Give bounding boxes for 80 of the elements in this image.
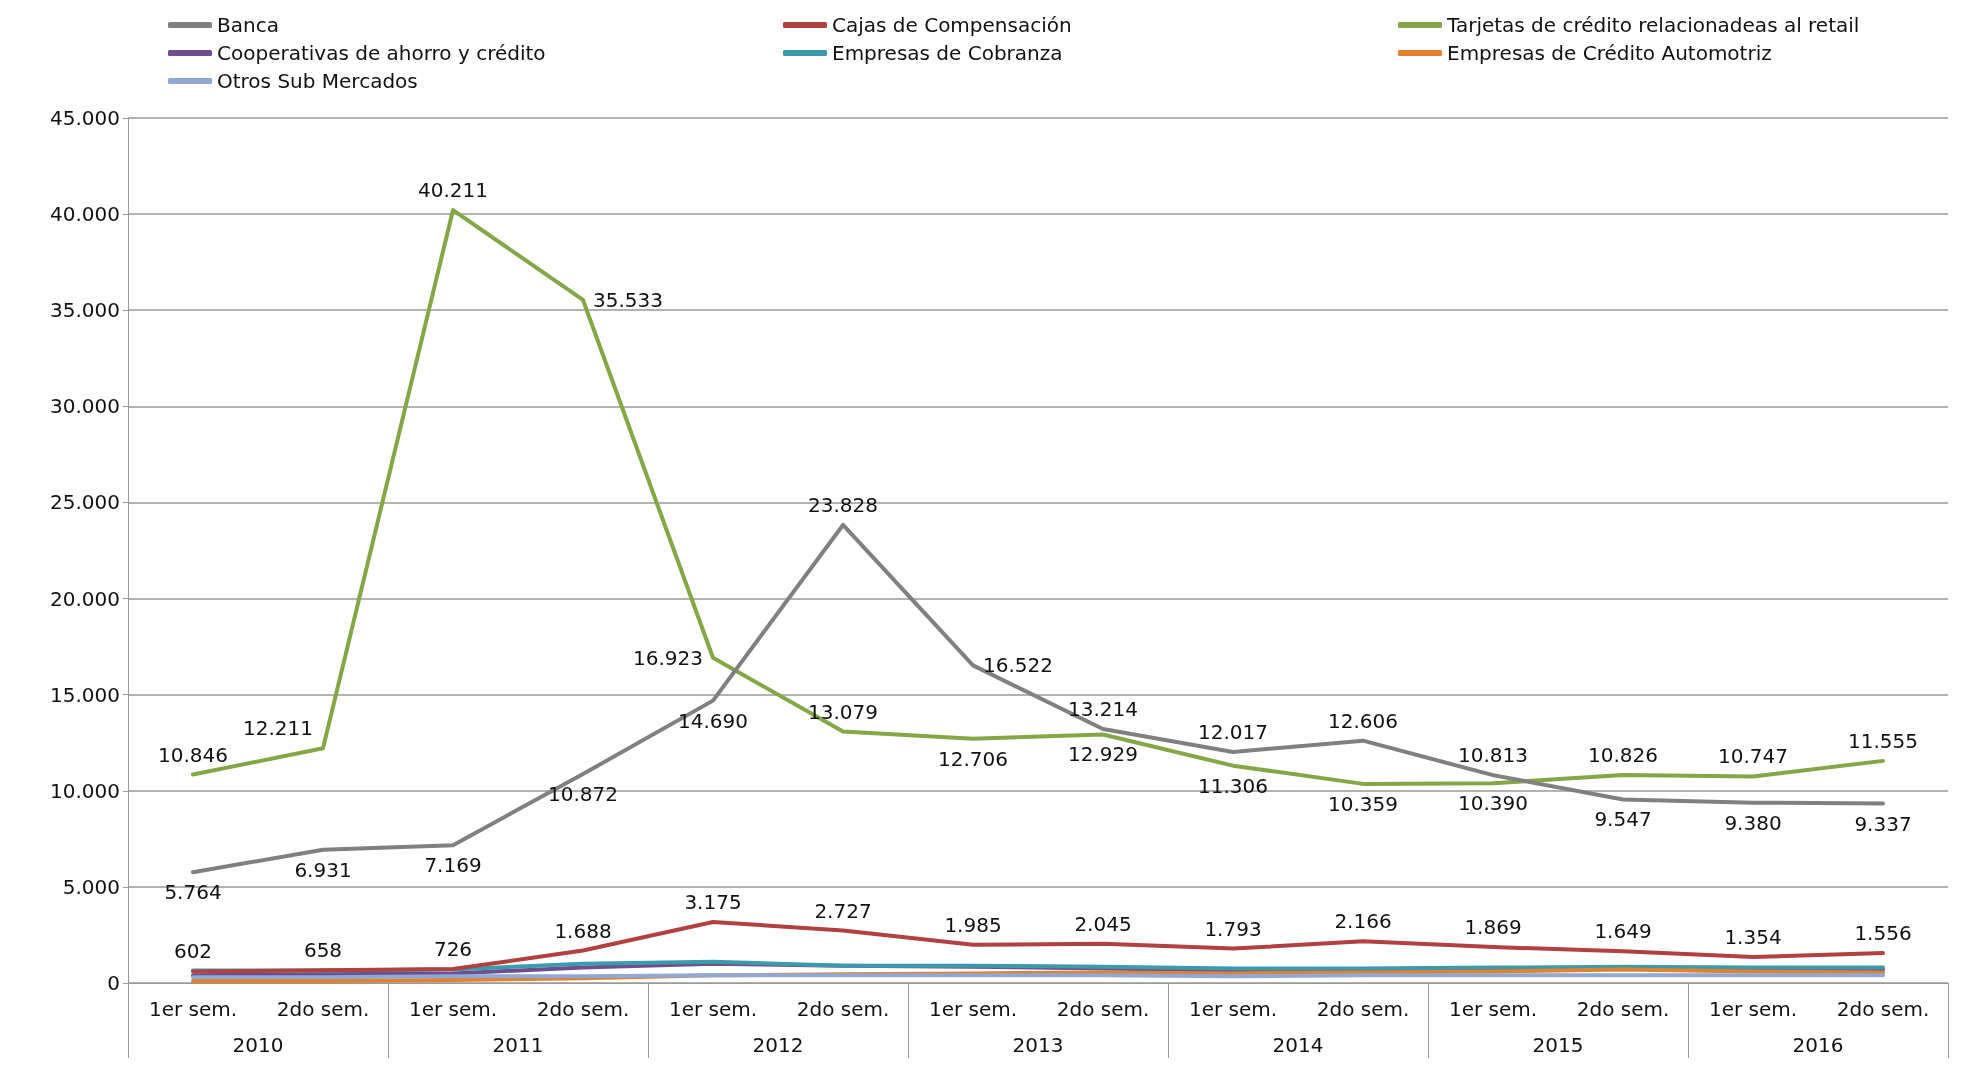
x-tick-label: 2do sem. xyxy=(536,997,630,1021)
y-tick-label: 40.000 xyxy=(50,202,120,227)
data-label: 9.337 xyxy=(1854,811,1912,836)
legend-label: Tarjetas de crédito relacionadeas al retail xyxy=(1446,13,1860,37)
data-label: 10.813 xyxy=(1458,743,1528,768)
data-label: 10.846 xyxy=(158,742,228,767)
x-tick-label: 1er sem. xyxy=(928,997,1018,1021)
text: 2014 xyxy=(1272,1033,1324,1057)
y-tick-label: 10.000 xyxy=(50,778,120,803)
data-label: 2.727 xyxy=(814,898,872,923)
data-label: 2.166 xyxy=(1334,909,1392,934)
data-label: 12.017 xyxy=(1198,720,1268,745)
x-tick-label: 2do sem. xyxy=(1836,997,1930,1021)
data-label: 10.747 xyxy=(1718,744,1788,769)
y-tick-label: 20.000 xyxy=(50,586,120,611)
y-tick-label: 30.000 xyxy=(50,394,120,419)
data-label: 9.380 xyxy=(1724,810,1782,835)
data-label: 14.690 xyxy=(678,708,748,733)
y-tick-label: 0 xyxy=(107,971,120,995)
data-label: 11.555 xyxy=(1848,728,1918,753)
data-label: 1.793 xyxy=(1204,916,1262,941)
y-tick-label: 35.000 xyxy=(50,298,120,323)
data-label: 1.354 xyxy=(1724,924,1782,949)
text: 2011 xyxy=(492,1033,544,1057)
data-label: 9.547 xyxy=(1594,807,1652,832)
data-label: 13.214 xyxy=(1068,697,1138,721)
data-label: 602 xyxy=(173,939,213,964)
text: 2013 xyxy=(1012,1033,1064,1057)
data-label: 12.606 xyxy=(1328,708,1398,733)
legend-label: Cooperativas de ahorro y crédito xyxy=(217,41,546,65)
data-label: 1.556 xyxy=(1854,921,1912,946)
data-label: 12.211 xyxy=(243,716,313,741)
data-label: 1.649 xyxy=(1594,919,1652,944)
data-label: 10.390 xyxy=(1458,791,1528,816)
x-tick-label: 2do sem. xyxy=(796,997,890,1021)
x-tick-label: 1er sem. xyxy=(148,997,238,1021)
text: 2012 xyxy=(752,1033,804,1057)
data-label: 16.923 xyxy=(633,645,703,670)
data-label: 1.869 xyxy=(1464,915,1522,940)
x-tick-label: 2do sem. xyxy=(276,997,370,1021)
data-label: 6.931 xyxy=(294,857,352,882)
x-tick-label: 2do sem. xyxy=(1576,997,1670,1021)
data-label: 2.045 xyxy=(1074,911,1132,936)
legend-label: Empresas de Crédito Automotriz xyxy=(1447,41,1772,65)
y-tick-label: 15.000 xyxy=(50,682,120,707)
data-label: 10.826 xyxy=(1588,742,1658,767)
data-label: 12.929 xyxy=(1068,742,1138,767)
data-label: 1.985 xyxy=(944,912,1002,937)
x-tick-label: 2do sem. xyxy=(1056,997,1150,1021)
data-label: 7.169 xyxy=(424,853,482,878)
data-label: 12.706 xyxy=(938,746,1008,771)
data-label: 40.211 xyxy=(418,178,488,203)
x-tick-label: 1er sem. xyxy=(408,997,498,1021)
data-label: 726 xyxy=(433,937,473,962)
data-label: 11.306 xyxy=(1198,773,1268,798)
x-tick-label: 2do sem. xyxy=(1316,997,1410,1021)
y-tick-label: 25.000 xyxy=(50,490,120,515)
x-tick-label: 1er sem. xyxy=(1188,997,1278,1021)
x-tick-label: 1er sem. xyxy=(1708,997,1798,1021)
data-label: 10.872 xyxy=(548,782,618,807)
legend-label: Empresas de Cobranza xyxy=(832,41,1063,65)
data-label: 35.533 xyxy=(593,287,663,312)
data-label: 10.359 xyxy=(1328,791,1398,816)
x-tick-label: 1er sem. xyxy=(1448,997,1538,1021)
y-tick-label: 45.000 xyxy=(50,106,120,130)
data-label: 16.522 xyxy=(983,653,1053,678)
text: 2016 xyxy=(1792,1033,1844,1057)
data-label: 5.764 xyxy=(164,880,222,905)
legend-label: Otros Sub Mercados xyxy=(217,69,418,93)
legend-label: Banca xyxy=(217,13,279,37)
data-label: 1.688 xyxy=(554,918,612,943)
data-label: 13.079 xyxy=(808,699,878,724)
data-label: 658 xyxy=(303,938,343,963)
legend-label: Cajas de Compensación xyxy=(832,13,1072,37)
text: 2015 xyxy=(1532,1033,1584,1057)
y-tick-label: 5.000 xyxy=(62,874,120,899)
data-label: 23.828 xyxy=(808,492,878,517)
text: 2010 xyxy=(232,1033,284,1057)
x-tick-label: 1er sem. xyxy=(668,997,758,1021)
data-label: 3.175 xyxy=(684,889,742,914)
